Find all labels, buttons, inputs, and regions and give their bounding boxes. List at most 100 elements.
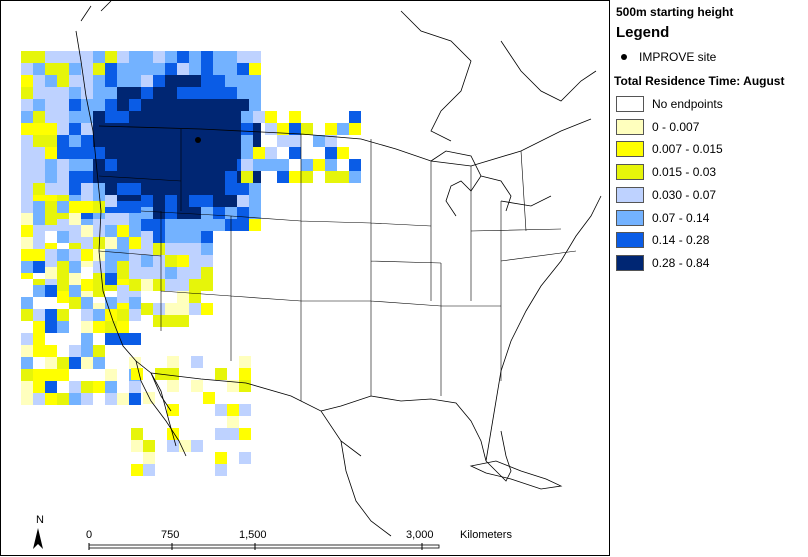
grid-cell <box>213 147 225 159</box>
grid-cell <box>201 147 213 159</box>
grid-cell <box>201 183 213 195</box>
grid-cell <box>177 267 189 279</box>
grid-cell <box>177 75 189 87</box>
grid-cell <box>129 237 141 249</box>
grid-cell <box>117 51 129 63</box>
grid-cell <box>225 99 237 111</box>
grid-cell <box>301 123 313 135</box>
grid-cell <box>165 195 177 207</box>
grid-cell <box>93 135 105 147</box>
grid-cell <box>129 75 141 87</box>
grid-cell <box>21 111 33 123</box>
grid-cell <box>241 147 253 159</box>
grid-cell <box>21 357 33 369</box>
grid-cell <box>57 261 69 273</box>
grid-cell <box>325 147 337 159</box>
grid-cell <box>165 267 177 279</box>
grid-cell <box>81 171 93 183</box>
grid-cell <box>143 464 155 476</box>
grid-cell <box>153 315 165 327</box>
grid-cell <box>249 195 261 207</box>
grid-cell <box>129 381 141 393</box>
site-label: IMPROVE site <box>639 50 717 64</box>
grid-cell <box>201 111 213 123</box>
grid-cell <box>141 75 153 87</box>
grid-cell <box>81 87 93 99</box>
grid-cell <box>165 279 177 291</box>
legend-class-label: No endpoints <box>652 97 723 111</box>
grid-cell <box>239 380 251 392</box>
grid-cell <box>213 75 225 87</box>
grid-cell <box>57 231 69 243</box>
grid-cell <box>57 273 69 285</box>
west-coast <box>75 30 177 447</box>
grid-cell <box>165 75 177 87</box>
grid-cell <box>81 279 93 291</box>
grid-cell <box>153 87 165 99</box>
state-lines <box>98 129 577 401</box>
grid-cell <box>213 183 225 195</box>
grid-cell <box>33 333 45 345</box>
grid-cell <box>45 111 57 123</box>
grid-cell <box>191 440 203 452</box>
grid-cell <box>117 171 129 183</box>
grid-cell <box>81 321 93 333</box>
grid-cell <box>153 183 165 195</box>
grid-cell <box>33 63 45 75</box>
grid-cell <box>45 249 57 261</box>
grid-cell <box>57 357 69 369</box>
grid-cell <box>141 99 153 111</box>
grid-cell <box>189 195 201 207</box>
grid-cell <box>81 357 93 369</box>
grid-cell <box>141 51 153 63</box>
grid-cell <box>177 243 189 255</box>
grid-cell <box>45 171 57 183</box>
grid-cell <box>237 51 249 63</box>
grid-cell <box>249 87 261 99</box>
grid-cell <box>105 393 117 405</box>
grid-cell <box>57 201 69 213</box>
grid-cell <box>129 201 141 213</box>
grid-cell <box>239 368 251 380</box>
grid-cell <box>165 87 177 99</box>
grid-cell <box>265 147 277 159</box>
grid-cell <box>313 159 325 171</box>
grid-cell <box>45 285 57 297</box>
grid-cell <box>177 315 189 327</box>
grid-cell <box>21 63 33 75</box>
north-arrow: N <box>33 514 44 549</box>
grid-cell <box>57 291 69 303</box>
grid-cell <box>141 267 153 279</box>
grid-cell <box>237 183 249 195</box>
grid-cell <box>117 285 129 297</box>
grid-cell <box>237 87 249 99</box>
grid-cell <box>165 207 177 219</box>
grid-cell <box>153 207 165 219</box>
grid-cell <box>153 99 165 111</box>
grid-cell <box>117 249 129 261</box>
grid-cell <box>201 279 213 291</box>
grid-cell <box>141 231 153 243</box>
grid-cell <box>69 261 81 273</box>
grid-cell <box>81 225 93 237</box>
grid-cell <box>201 195 213 207</box>
grid-cell <box>57 123 69 135</box>
grid-cell <box>141 255 153 267</box>
grid-cell <box>33 393 45 405</box>
grid-cell <box>81 51 93 63</box>
grid-cell <box>33 171 45 183</box>
grid-cell <box>81 201 93 213</box>
grid-cell <box>131 464 143 476</box>
grid-cell <box>277 171 289 183</box>
grid-cell <box>57 249 69 261</box>
grid-cell <box>117 225 129 237</box>
grid-cell <box>33 213 45 225</box>
grid-cell <box>129 249 141 261</box>
grid-cell <box>33 237 45 249</box>
grid-cell <box>141 111 153 123</box>
grid-cell <box>141 279 153 291</box>
grid-cell <box>105 135 117 147</box>
grid-cell <box>189 63 201 75</box>
grid-cell <box>117 123 129 135</box>
grid-cell <box>189 147 201 159</box>
